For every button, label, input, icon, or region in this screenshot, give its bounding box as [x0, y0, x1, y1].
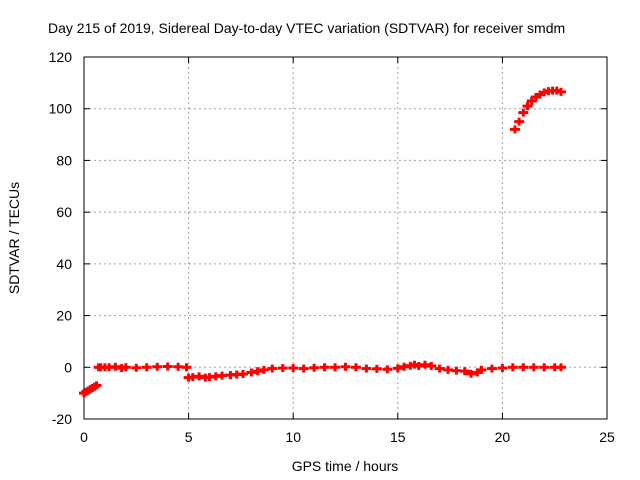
y-axis-label: SDTVAR / TECUs: [6, 182, 22, 294]
data-point: [267, 364, 278, 373]
x-tick-label: 15: [390, 429, 406, 445]
y-tick-label: 120: [49, 49, 73, 65]
data-series-sdtvar: [79, 86, 566, 398]
data-point: [181, 363, 192, 372]
data-point: [131, 363, 142, 372]
data-point: [434, 364, 445, 373]
data-point: [340, 362, 351, 371]
y-tick-label: 80: [56, 152, 72, 168]
data-point: [518, 108, 529, 117]
x-axis: 0 5 10 15 20 25: [80, 57, 615, 445]
y-tick-label: 40: [56, 256, 72, 272]
y-tick-label: 20: [56, 308, 72, 324]
data-point: [555, 363, 566, 372]
data-point: [426, 361, 437, 370]
data-point: [173, 362, 184, 371]
x-tick-label: 5: [185, 429, 193, 445]
data-point: [539, 363, 550, 372]
data-point: [120, 363, 131, 372]
y-axis: -20 0 20 40 60 80 100 120: [49, 49, 607, 427]
data-point: [350, 363, 361, 372]
data-point: [371, 364, 382, 373]
data-point: [298, 364, 309, 373]
data-point: [514, 117, 525, 126]
x-tick-label: 25: [599, 429, 615, 445]
y-tick-label: -20: [52, 411, 72, 427]
y-tick-label: 0: [64, 359, 72, 375]
x-tick-label: 20: [495, 429, 511, 445]
data-point: [162, 362, 173, 371]
data-point: [528, 363, 539, 372]
data-point: [392, 364, 403, 373]
data-point: [443, 365, 454, 374]
data-point: [319, 363, 330, 372]
data-point: [237, 370, 248, 379]
data-point: [277, 364, 288, 373]
data-point: [309, 363, 320, 372]
x-axis-label: GPS time / hours: [292, 458, 399, 474]
data-point: [217, 371, 228, 380]
data-point: [555, 87, 566, 96]
data-point: [152, 362, 163, 371]
data-point: [518, 363, 529, 372]
data-point: [476, 365, 487, 374]
data-point: [509, 125, 520, 134]
data-point: [91, 381, 102, 390]
x-tick-label: 10: [285, 429, 301, 445]
data-point: [497, 364, 508, 373]
data-point: [507, 363, 518, 372]
data-point: [330, 363, 341, 372]
data-point: [141, 363, 152, 372]
data-point: [486, 364, 497, 373]
data-point: [459, 367, 470, 376]
data-point: [382, 365, 393, 374]
plot-frame: [83, 56, 608, 420]
data-point: [258, 365, 269, 374]
data-point: [522, 102, 533, 111]
y-tick-label: 60: [56, 204, 72, 220]
chart-title: Day 215 of 2019, Sidereal Day-to-day VTE…: [48, 20, 565, 36]
data-point: [361, 364, 372, 373]
y-tick-label: 100: [49, 101, 73, 117]
data-point: [288, 364, 299, 373]
x-tick-label: 0: [80, 429, 88, 445]
data-point: [451, 366, 462, 375]
